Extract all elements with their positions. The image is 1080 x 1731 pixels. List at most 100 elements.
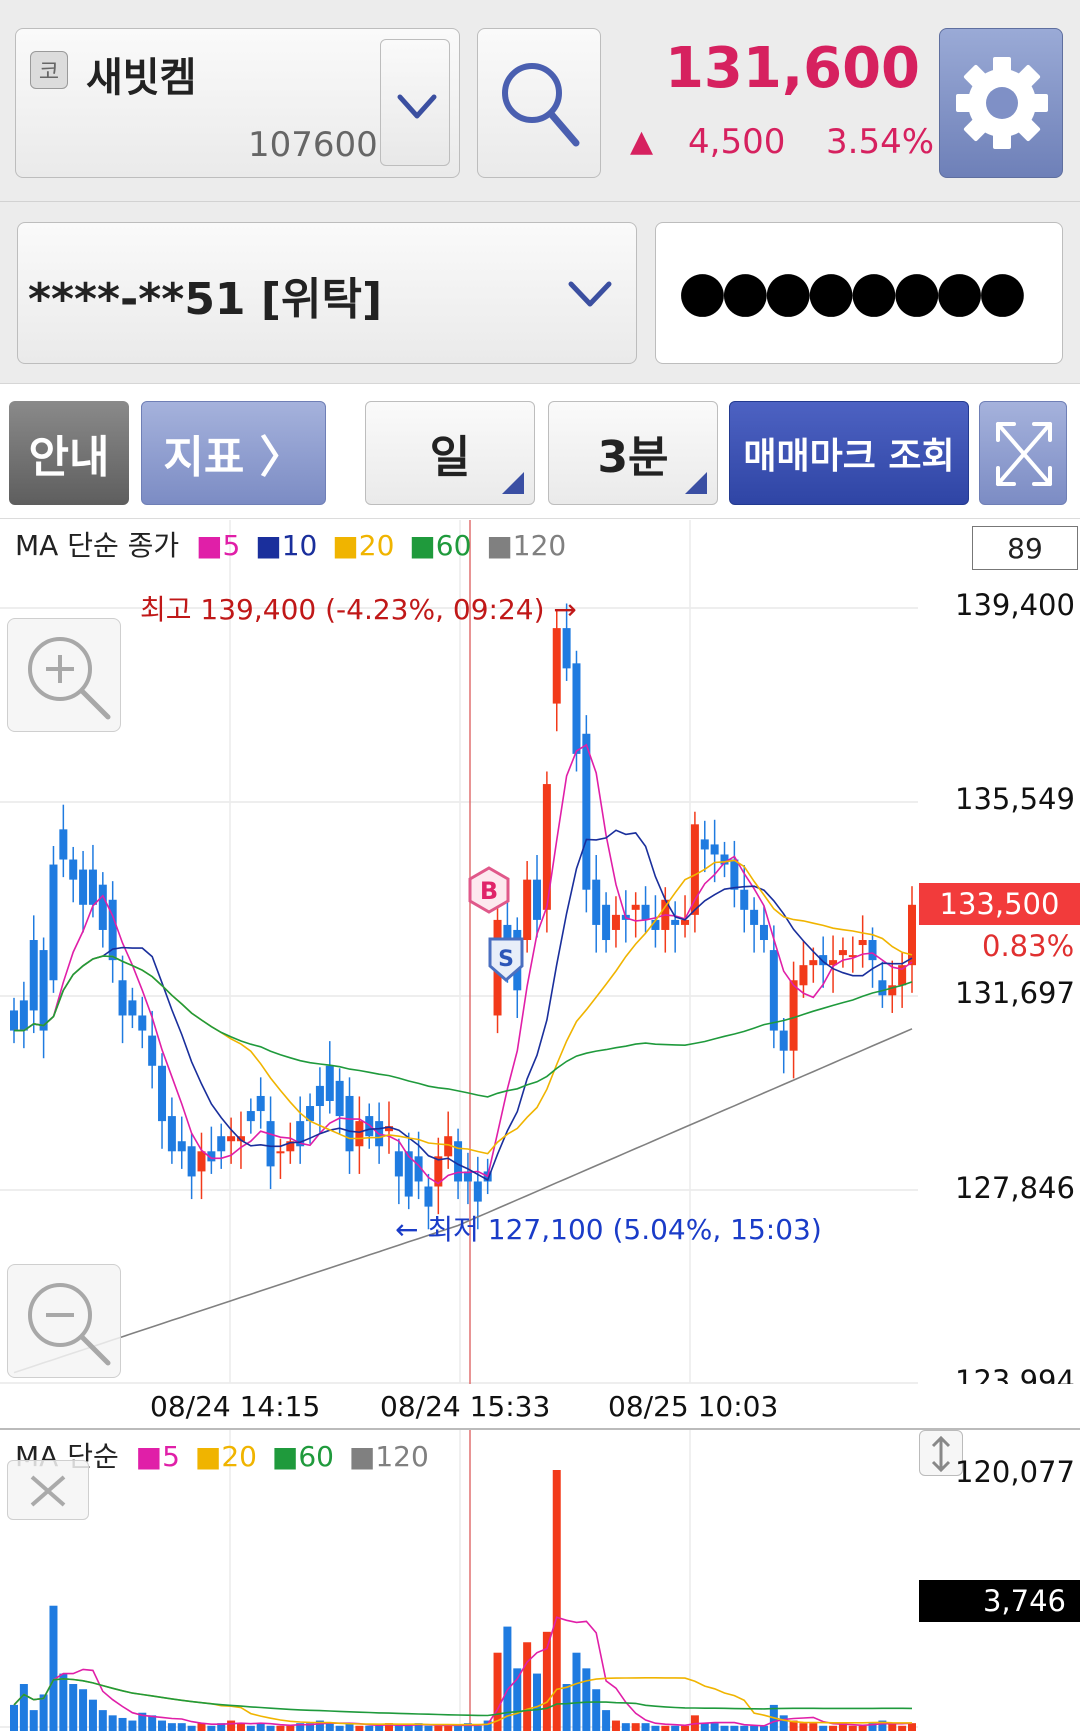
interval-select[interactable]: 3분 xyxy=(548,401,718,505)
candle xyxy=(39,950,48,1031)
candle xyxy=(908,904,916,966)
zoom-out-button[interactable] xyxy=(7,1264,121,1378)
candle xyxy=(79,869,88,905)
volume-bar xyxy=(29,1710,38,1731)
volume-bar xyxy=(49,1605,58,1731)
volume-bar xyxy=(671,1725,680,1731)
candle xyxy=(108,899,117,961)
volume-bar xyxy=(276,1725,285,1731)
stock-dropdown-button[interactable] xyxy=(380,39,450,166)
fullscreen-button[interactable] xyxy=(979,401,1067,505)
volume-bar xyxy=(10,1704,18,1731)
volume-bar xyxy=(483,1720,492,1731)
volume-bar xyxy=(118,1717,127,1731)
candle xyxy=(227,1136,236,1142)
volume-legend: MA 단순 ■5 ■20 ■60 ■120 xyxy=(15,1435,429,1475)
y-tick: 131,697 xyxy=(955,976,1075,1010)
candle xyxy=(444,1136,453,1157)
stock-header: 코 새빗켐 107600 131,600 ▲ 4,500 3.54% xyxy=(0,0,1080,202)
password-field[interactable]: ●●●●●●●● xyxy=(655,222,1063,364)
close-volume-button[interactable] xyxy=(7,1460,89,1520)
period-select[interactable]: 일 xyxy=(365,401,535,505)
candle xyxy=(335,1080,344,1117)
candle xyxy=(533,879,542,920)
volume-chart[interactable] xyxy=(0,1430,1080,1731)
sell-mark-icon[interactable]: S xyxy=(487,936,525,982)
volume-bar xyxy=(720,1725,729,1731)
candle xyxy=(434,1156,443,1187)
candle xyxy=(138,1015,147,1031)
candle xyxy=(858,940,867,946)
stock-selector[interactable]: 코 새빗켐 107600 xyxy=(15,28,460,178)
candle xyxy=(355,1121,364,1147)
volume-bar xyxy=(365,1725,374,1731)
resize-handle[interactable] xyxy=(919,1430,963,1476)
current-volume-tag: 3,746 xyxy=(919,1580,1080,1622)
volume-bar xyxy=(809,1723,818,1731)
legend-ma5: ■5 xyxy=(196,529,241,562)
volume-bar xyxy=(602,1710,611,1731)
volume-bar xyxy=(69,1684,78,1731)
current-price: 131,600 xyxy=(664,36,920,101)
volume-bar xyxy=(256,1723,265,1731)
guide-button[interactable]: 안내 xyxy=(9,401,129,505)
search-icon xyxy=(502,63,580,147)
candle xyxy=(759,924,768,941)
settings-button[interactable] xyxy=(939,28,1063,178)
search-button[interactable] xyxy=(477,28,601,178)
candle xyxy=(552,628,561,704)
volume-bar xyxy=(730,1725,739,1731)
volume-bar xyxy=(463,1723,472,1731)
candle xyxy=(266,1121,275,1167)
expand-icon xyxy=(996,422,1052,486)
volume-bar xyxy=(108,1715,117,1731)
candle xyxy=(296,1121,305,1147)
volume-bar xyxy=(611,1720,620,1731)
candle xyxy=(730,859,739,890)
candle xyxy=(158,1065,167,1122)
chevron-down-icon xyxy=(568,281,612,307)
volume-bar xyxy=(868,1723,877,1731)
volume-bar xyxy=(523,1642,532,1731)
volume-bar xyxy=(404,1725,413,1731)
candle xyxy=(690,824,699,915)
volume-bar xyxy=(710,1723,719,1731)
candle xyxy=(523,879,532,941)
y-tick: 139,400 xyxy=(955,588,1075,622)
stock-name: 새빗켐 xyxy=(86,55,197,101)
candle xyxy=(671,919,680,925)
password-mask: ●●●●●●●● xyxy=(678,259,1027,324)
candle xyxy=(128,1000,137,1016)
legend-ma20: ■20 xyxy=(332,529,395,562)
candle xyxy=(236,1136,245,1142)
candle xyxy=(898,965,907,986)
volume-bar xyxy=(207,1725,216,1731)
volume-bar xyxy=(829,1725,838,1731)
count-box: 89 xyxy=(972,526,1078,570)
legend-ma60: ■60 xyxy=(271,1440,334,1473)
buy-mark-icon[interactable]: B xyxy=(467,866,511,914)
volume-bar xyxy=(414,1723,423,1731)
volume-bar xyxy=(898,1725,907,1731)
account-selector[interactable]: ****-**51 [위탁] xyxy=(17,222,637,364)
legend-ma20: ■20 xyxy=(194,1440,257,1473)
candle xyxy=(325,1065,334,1101)
trade-marks-button[interactable]: 매매마크 조회 xyxy=(729,401,969,505)
current-price-tag: 133,500 xyxy=(919,883,1080,925)
zoom-in-button[interactable] xyxy=(7,618,121,732)
dropdown-corner-icon xyxy=(685,472,707,494)
volume-bar xyxy=(799,1723,808,1731)
volume-bar xyxy=(681,1725,690,1731)
legend-ma120: ■120 xyxy=(348,1440,429,1473)
volume-bar xyxy=(167,1723,176,1731)
volume-bar xyxy=(888,1723,897,1731)
y-tick: 127,846 xyxy=(955,1171,1075,1205)
volume-bar xyxy=(335,1725,344,1731)
price-chart[interactable] xyxy=(0,519,1080,1429)
legend-ma120: ■120 xyxy=(486,529,567,562)
candle xyxy=(424,1186,433,1207)
candle xyxy=(838,950,847,956)
candle xyxy=(848,955,857,958)
candle xyxy=(10,1010,18,1031)
indicator-button[interactable]: 지표 〉 xyxy=(141,401,326,505)
